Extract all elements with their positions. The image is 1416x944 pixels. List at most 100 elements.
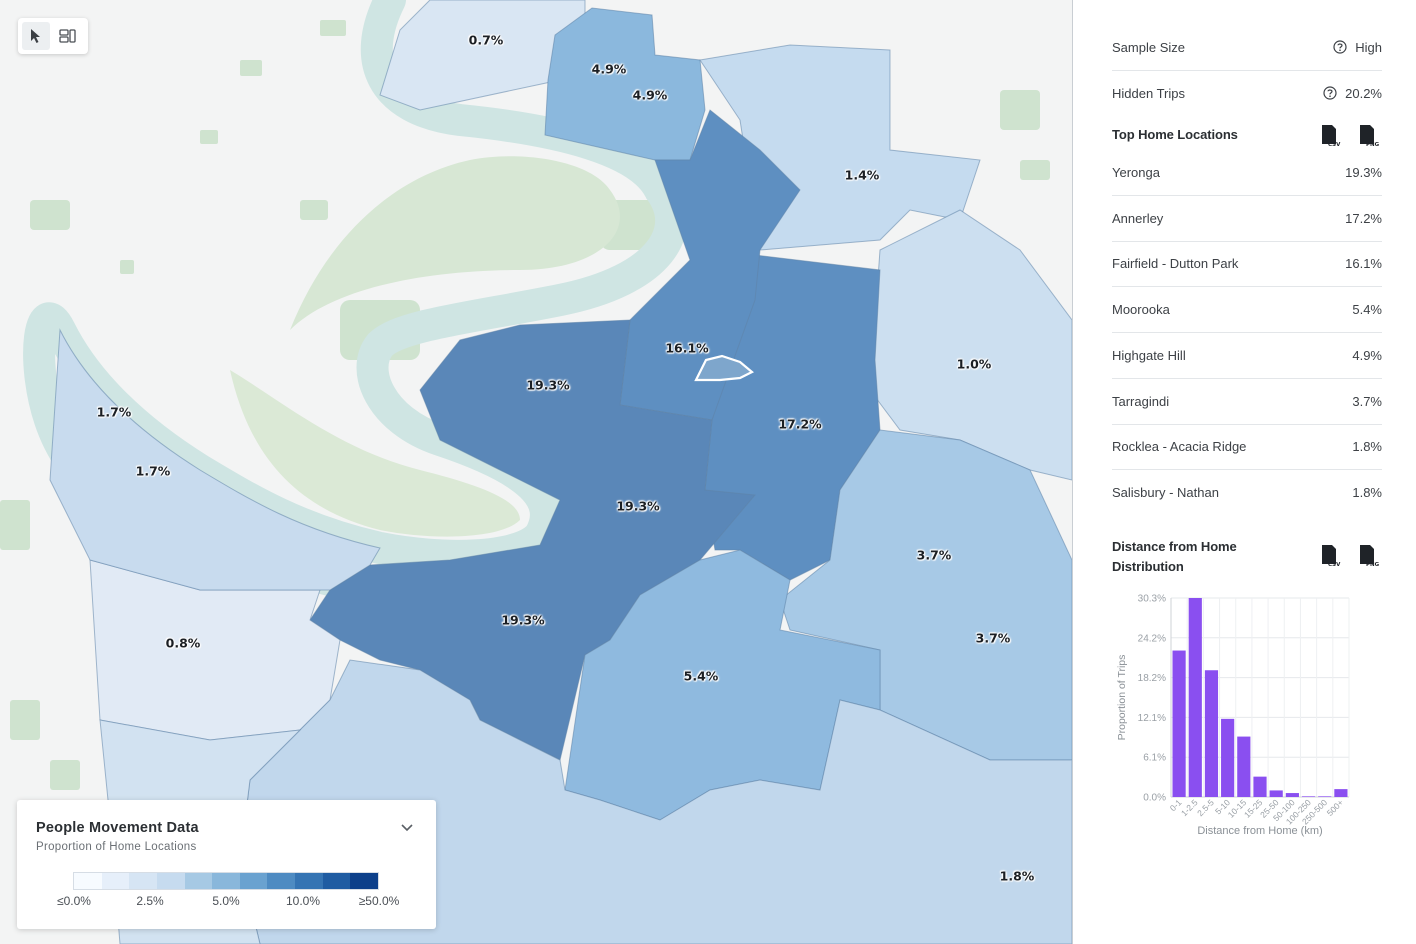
histogram-bar [1172,650,1186,797]
home-location-value: 16.1% [1345,256,1382,272]
map-view[interactable]: 0.7% 4.9% 4.9% 1.4% 16.1% 19.3% 19.3% 19… [0,0,1072,944]
home-location-name: Salisbury - Nathan [1112,485,1219,501]
region-highgate-hill [544,7,706,161]
home-location-value: 3.7% [1352,393,1382,409]
home-location-row[interactable]: Yeronga 19.3% [1112,150,1382,196]
legend-swatch [295,873,323,889]
home-location-value: 4.9% [1352,347,1382,363]
legend-tick: 5.0% [212,894,240,908]
region-label: 5.4% [683,668,719,684]
legend-swatch [184,873,213,889]
csv-download-icon[interactable]: CSV [1319,544,1343,568]
home-location-value: 17.2% [1345,210,1382,226]
help-icon[interactable] [1323,86,1337,100]
chevron-down-icon [401,824,413,832]
select-tool-button[interactable] [22,22,50,50]
layers-icon [59,29,76,43]
sample-size-value: High [1355,39,1382,55]
legend-subtitle: Proportion of Home Locations [36,841,197,853]
region-label: 4.9% [632,87,668,103]
png-download-icon[interactable]: PNG [1357,544,1381,568]
legend-panel: People Movement Data Proportion of Home … [17,800,436,929]
histogram-bar [1318,796,1332,797]
region-label: 1.8% [999,868,1035,884]
divider [1112,70,1382,71]
park-area [230,370,520,537]
home-location-row[interactable]: Moorooka 5.4% [1112,287,1382,334]
region-label: 19.3% [616,498,660,514]
legend-swatch [101,873,130,889]
home-location-row[interactable]: Fairfield - Dutton Park 16.1% [1112,241,1382,288]
park-area [290,156,620,330]
region-1-7 [49,328,381,591]
legend-swatch [239,873,268,889]
home-location-name: Highgate Hill [1112,347,1186,363]
choropleth-layer [49,0,1072,944]
hidden-trips-value: 20.2% [1345,85,1382,101]
home-location-row[interactable]: Rocklea - Acacia Ridge 1.8% [1112,424,1382,471]
legend-color-ramp [73,872,379,890]
home-location-name: Tarragindi [1112,393,1170,409]
distance-title-line: Distance from Home [1112,539,1237,554]
home-location-name: Moorooka [1112,302,1170,318]
y-tick-label: 24.2% [1138,633,1166,644]
y-tick-label: 6.1% [1143,753,1166,764]
legend-swatch [74,873,102,889]
home-location-row[interactable]: Tarragindi 3.7% [1112,379,1382,425]
region-label: 0.8% [165,635,201,651]
top-home-downloads: CSV PNG [1319,124,1381,148]
legend-tick: 10.0% [285,894,321,908]
home-location-name: Annerley [1112,210,1164,226]
distance-title-line: Distribution [1112,559,1184,574]
distance-title: Distance from Home Distribution [1112,537,1237,577]
y-tick-label: 12.1% [1138,713,1166,724]
histogram-bar [1237,736,1251,797]
map-canvas[interactable] [0,0,1072,944]
histogram-bar [1253,776,1267,797]
legend-swatch [212,873,240,889]
legend-swatch [322,873,351,889]
sample-size-label: Sample Size [1112,39,1185,55]
png-download-icon[interactable]: PNG [1357,124,1381,148]
distance-downloads: CSV PNG [1319,544,1381,568]
home-location-row[interactable]: Salisbury - Nathan 1.8% [1112,470,1382,516]
x-tick-label: 500+ [1325,797,1346,818]
histogram-bar [1269,790,1283,797]
top-home-title: Top Home Locations [1112,127,1238,142]
histogram-bar [1334,789,1348,797]
home-location-value: 19.3% [1345,165,1382,180]
png-text: PNG [1366,562,1380,568]
home-location-value: 1.8% [1352,439,1382,455]
x-tick-label: 1-2.5 [1179,797,1200,818]
distance-histogram: 0.0%6.1%12.1%18.2%24.2%30.3%0-11-2.52.5-… [1116,594,1350,837]
histogram-bar [1204,670,1219,797]
x-axis-label: Distance from Home (km) [1197,825,1322,837]
csv-download-icon[interactable]: CSV [1319,124,1343,148]
cursor-icon [31,29,40,43]
home-location-name: Yeronga [1112,165,1160,180]
region-label: 19.3% [526,377,570,393]
home-location-row[interactable]: Highgate Hill 4.9% [1112,333,1382,379]
region-label: 16.1% [665,340,709,356]
home-location-row[interactable]: Annerley 17.2% [1112,196,1382,242]
sample-size-row: Sample Size High [1112,37,1382,57]
region-label: 1.0% [956,356,992,372]
region-label: 1.4% [844,167,880,183]
histogram-bar [1188,598,1202,797]
region-1-0 [869,209,1072,481]
home-location-value: 1.8% [1352,485,1382,501]
legend-collapse-button[interactable] [400,820,414,838]
csv-text: CSV [1328,142,1341,148]
y-tick-label: 30.3% [1138,594,1166,605]
layers-tool-button[interactable] [54,22,82,50]
legend-tick: ≤0.0% [57,894,91,908]
png-text: PNG [1366,142,1380,148]
legend-tick: ≥50.0% [358,894,400,908]
legend-swatch [129,873,157,889]
x-tick-label: 2.5-5 [1195,797,1216,818]
region-label: 0.7% [468,32,504,48]
home-location-value: 5.4% [1352,302,1382,318]
help-icon[interactable] [1333,40,1347,54]
region-label: 1.7% [135,463,171,479]
legend-swatch [350,873,379,889]
